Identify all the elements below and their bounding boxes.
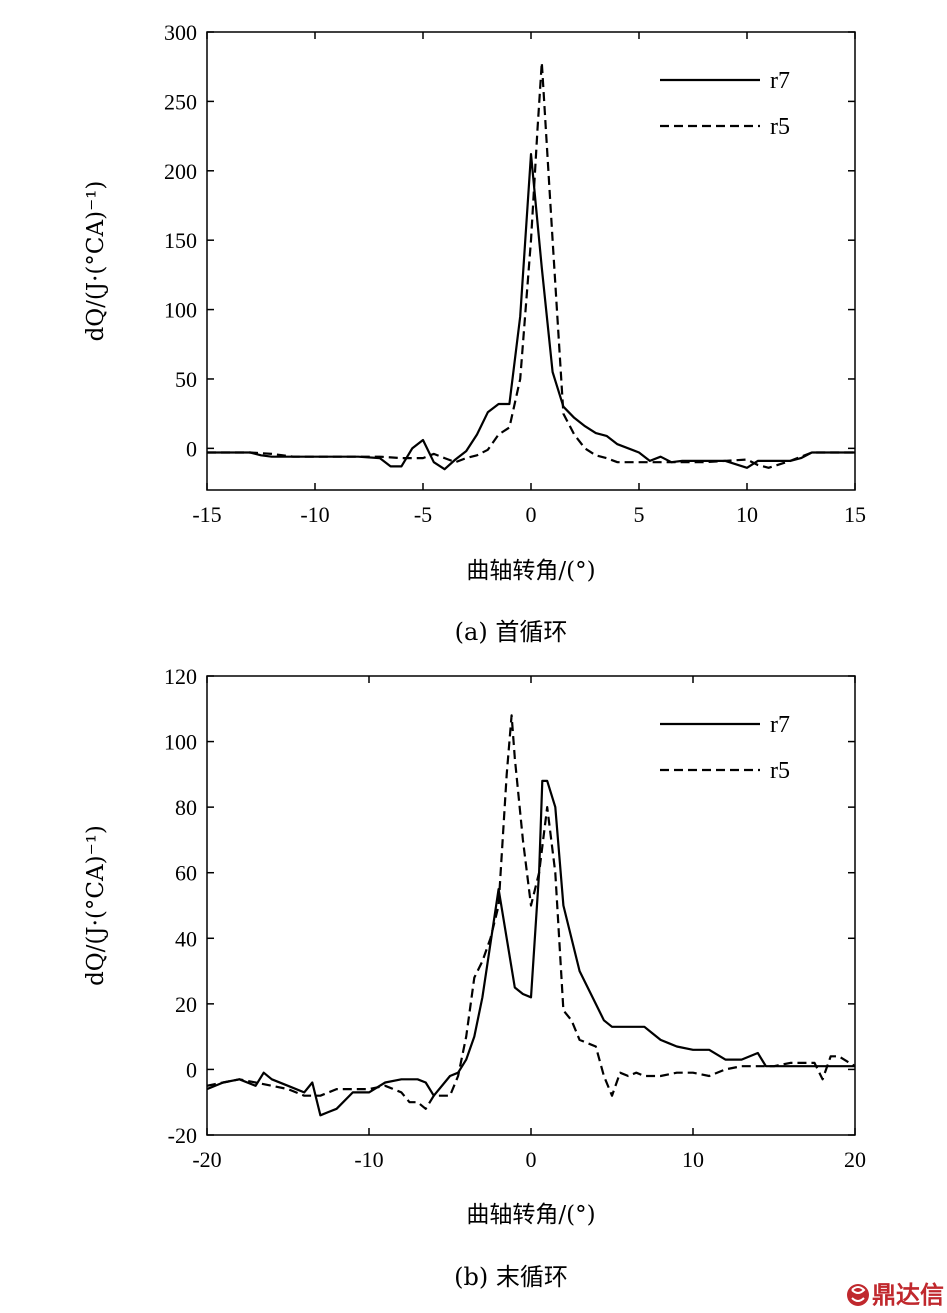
panel-caption: (b) 末循环 bbox=[454, 1263, 568, 1291]
x-tick-label: 0 bbox=[526, 1147, 537, 1172]
x-tick-label: 0 bbox=[526, 502, 537, 527]
x-tick-label: 10 bbox=[682, 1147, 704, 1172]
legend-label-r5: r5 bbox=[770, 114, 790, 140]
y-tick-label: 200 bbox=[164, 159, 197, 184]
y-tick-label: 150 bbox=[164, 228, 197, 253]
x-tick-label: -10 bbox=[300, 502, 329, 527]
plot-frame bbox=[206, 31, 856, 491]
y-tick-label: 50 bbox=[175, 367, 197, 392]
y-tick-label: 0 bbox=[186, 1057, 197, 1082]
x-tick-label: -5 bbox=[414, 502, 432, 527]
watermark: 鼎达信 bbox=[847, 1281, 944, 1309]
y-tick-label: 80 bbox=[175, 795, 197, 820]
y-axis-label: dQ/(J·(°CA)⁻¹) bbox=[83, 181, 109, 342]
x-tick-label: 15 bbox=[844, 502, 866, 527]
y-tick-label: 100 bbox=[164, 298, 197, 323]
panel-caption: (a) 首循环 bbox=[455, 618, 568, 646]
y-tick-label: 100 bbox=[164, 730, 197, 755]
x-tick-label: -20 bbox=[192, 1147, 221, 1172]
x-tick-label: -10 bbox=[354, 1147, 383, 1172]
legend-label-r7: r7 bbox=[770, 712, 790, 738]
chart-panel-b: -20 -10 0 10 20 -20 0 20 40 60 80 100 120 r7 r5 曲轴转角/(°… bbox=[83, 664, 866, 1291]
y-tick-label: -20 bbox=[168, 1123, 197, 1148]
y-tick-label: 20 bbox=[175, 992, 197, 1017]
x-tick-label: 10 bbox=[736, 502, 758, 527]
series-line-r7 bbox=[207, 153, 855, 471]
x-tick-label: -15 bbox=[192, 502, 221, 527]
x-tick-label: 20 bbox=[844, 1147, 866, 1172]
series-line-r5 bbox=[207, 714, 855, 1110]
series-line-r7 bbox=[207, 779, 855, 1117]
y-tick-label: 60 bbox=[175, 861, 197, 886]
y-tick-label: 0 bbox=[186, 436, 197, 461]
series-line-r5 bbox=[207, 61, 855, 469]
y-tick-label: 120 bbox=[164, 664, 197, 689]
watermark-text: 鼎达信 bbox=[872, 1281, 944, 1309]
y-tick-label: 250 bbox=[164, 89, 197, 114]
y-axis-label: dQ/(J·(°CA)⁻¹) bbox=[83, 825, 109, 986]
legend-label-r7: r7 bbox=[770, 68, 790, 94]
y-tick-label: 300 bbox=[164, 20, 197, 45]
x-axis-label: 曲轴转角/(°) bbox=[466, 558, 595, 584]
legend-label-r5: r5 bbox=[770, 758, 790, 784]
chart-panel-a: -15 -10 -5 0 5 10 15050100150200250300r7r5曲轴转角… bbox=[83, 20, 866, 646]
x-axis-label: 曲轴转角/(°) bbox=[466, 1202, 595, 1228]
y-tick-label: 40 bbox=[175, 926, 197, 951]
x-tick-label: 5 bbox=[634, 502, 645, 527]
